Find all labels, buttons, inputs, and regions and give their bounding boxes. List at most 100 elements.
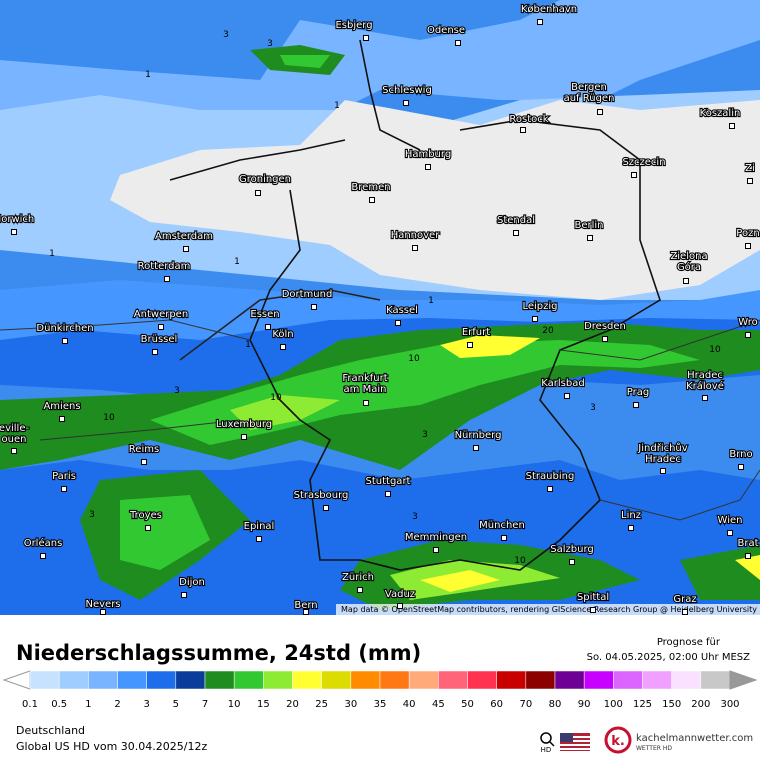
city-label: Graz bbox=[673, 594, 696, 605]
colorbar-label: 2 bbox=[114, 699, 120, 710]
colorbar-label: 1 bbox=[85, 699, 91, 710]
city-label: Frankfurt bbox=[342, 373, 387, 384]
colorbar-label: 15 bbox=[257, 699, 270, 710]
city-marker bbox=[323, 505, 329, 511]
city-label: Nevers bbox=[85, 599, 120, 610]
city-label: Hannover bbox=[391, 230, 441, 241]
city-marker bbox=[152, 349, 158, 355]
colorbar-label: 150 bbox=[662, 699, 681, 710]
city-marker bbox=[181, 592, 187, 598]
colorbar-arrow-right bbox=[729, 670, 758, 690]
city-marker bbox=[141, 459, 147, 465]
city-marker bbox=[158, 324, 164, 330]
city-marker bbox=[537, 19, 543, 25]
city-marker bbox=[433, 547, 439, 553]
city-marker bbox=[683, 278, 689, 284]
city-marker bbox=[587, 235, 593, 241]
city-marker bbox=[745, 553, 751, 559]
model-run: Global US HD vom 30.04.2025/12z bbox=[16, 740, 207, 753]
city-label: Hamburg bbox=[405, 149, 451, 160]
city-label: Karlsbad bbox=[541, 378, 584, 389]
city-marker bbox=[633, 402, 639, 408]
city-label: Groningen bbox=[239, 174, 291, 185]
colorbar-swatch bbox=[146, 670, 177, 690]
us-flag[interactable] bbox=[560, 733, 590, 751]
title: Niederschlagssumme, 24std (mm) bbox=[16, 641, 421, 665]
city-marker bbox=[395, 320, 401, 326]
city-marker bbox=[62, 338, 68, 344]
city-label: Brno bbox=[729, 449, 752, 460]
city-label: auf Rügen bbox=[564, 93, 615, 104]
brand-logo[interactable] bbox=[604, 726, 632, 754]
contour-label: 1 bbox=[49, 249, 55, 259]
city-marker bbox=[164, 276, 170, 282]
colorbar-label: 60 bbox=[490, 699, 503, 710]
city-label: Erfurt bbox=[462, 327, 490, 338]
city-marker bbox=[513, 230, 519, 236]
city-label: Zürich bbox=[342, 572, 374, 583]
contour-label: 3 bbox=[174, 386, 180, 396]
city-label: Strasbourg bbox=[294, 490, 349, 501]
city-marker bbox=[745, 243, 751, 249]
city-marker bbox=[363, 35, 369, 41]
colorbar-label: 25 bbox=[315, 699, 328, 710]
colorbar-swatch bbox=[438, 670, 468, 690]
colorbar-swatch bbox=[408, 670, 439, 690]
colorbar-label: 50 bbox=[461, 699, 474, 710]
colorbar-swatch bbox=[321, 670, 352, 690]
city-label: Stendal bbox=[497, 215, 535, 226]
city-label: Králové bbox=[686, 380, 724, 392]
contour-label: 10 bbox=[270, 393, 282, 403]
precip-map bbox=[0, 0, 760, 615]
city-marker bbox=[569, 559, 575, 565]
city-label: Orléans bbox=[24, 537, 63, 549]
colorbar-swatch bbox=[175, 670, 206, 690]
colorbar-swatch bbox=[379, 670, 410, 690]
city-marker bbox=[100, 609, 106, 615]
colorbar-swatch bbox=[554, 670, 585, 690]
city-marker bbox=[532, 316, 538, 322]
zoom-label: HD bbox=[541, 746, 552, 754]
city-marker bbox=[61, 486, 67, 492]
colorbar-label: 70 bbox=[519, 699, 532, 710]
colorbar-label: 0.1 bbox=[22, 699, 38, 710]
city-label: Köln bbox=[272, 329, 293, 340]
colorbar-label: 20 bbox=[286, 699, 299, 710]
city-label: Dortmund bbox=[282, 289, 333, 300]
city-marker bbox=[628, 525, 634, 531]
colorbar-swatch bbox=[525, 670, 556, 690]
city-label: Jindřichův bbox=[637, 442, 687, 454]
colorbar-label: 45 bbox=[432, 699, 445, 710]
city-marker bbox=[590, 607, 596, 613]
city-marker bbox=[256, 536, 262, 542]
contour-label: 1 bbox=[334, 101, 340, 111]
city-marker bbox=[311, 304, 317, 310]
colorbar-label: 30 bbox=[344, 699, 357, 710]
colorbar-swatch bbox=[117, 670, 147, 690]
colorbar-swatch bbox=[700, 670, 731, 690]
city-label: Zielona bbox=[670, 251, 707, 262]
city-label: Schleswig bbox=[382, 85, 432, 96]
contour-label: 3 bbox=[89, 510, 95, 520]
city-label: München bbox=[479, 520, 525, 531]
colorbar-swatch bbox=[496, 670, 527, 690]
forecast-label: Prognose für bbox=[657, 637, 721, 648]
colorbar-label: 5 bbox=[173, 699, 179, 710]
city-label: Dünkirchen bbox=[36, 323, 93, 334]
city-label: Berlin bbox=[574, 220, 603, 231]
forecast-time: So. 04.05.2025, 02:00 Uhr MESZ bbox=[587, 652, 750, 663]
colorbar-label: 40 bbox=[403, 699, 416, 710]
city-label: Amiens bbox=[43, 401, 80, 412]
zoom-icon[interactable] bbox=[540, 732, 552, 744]
city-label: Pozn bbox=[736, 228, 759, 239]
city-label: Straubing bbox=[526, 471, 575, 482]
city-label: Dijon bbox=[179, 577, 205, 588]
city-marker bbox=[241, 434, 247, 440]
brand-sub: WETTER HD bbox=[636, 745, 672, 752]
city-marker bbox=[597, 109, 603, 115]
brand-logo-letter: k. bbox=[611, 734, 625, 749]
city-marker bbox=[425, 164, 431, 170]
city-marker bbox=[727, 530, 733, 536]
city-marker bbox=[255, 190, 261, 196]
city-label: Norwich bbox=[0, 214, 34, 225]
